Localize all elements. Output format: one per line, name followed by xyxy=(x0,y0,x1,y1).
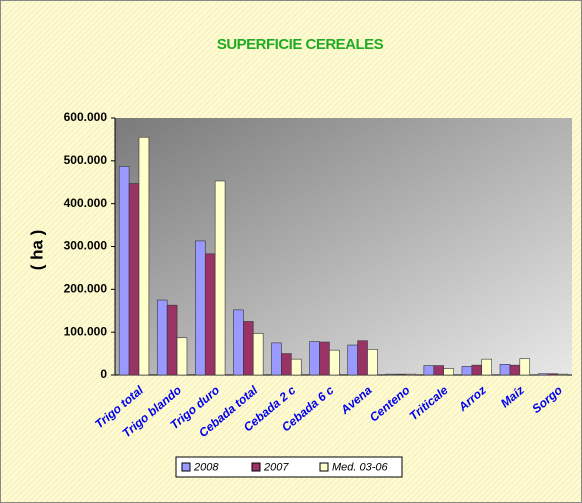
bar xyxy=(537,373,549,376)
bar xyxy=(481,358,492,376)
bar xyxy=(252,333,264,376)
bar xyxy=(243,321,254,376)
bar xyxy=(367,348,378,376)
bar xyxy=(166,304,178,376)
chart-title: SUPERFICIE CEREALES xyxy=(217,36,384,53)
x-tick-label: Triticale xyxy=(407,383,451,423)
y-tick-label: 400.000 xyxy=(64,196,108,210)
bar xyxy=(547,373,559,376)
x-tick-label: Centeno xyxy=(367,383,413,425)
bar xyxy=(347,344,358,376)
bar xyxy=(499,363,511,376)
bar xyxy=(443,368,454,376)
bar xyxy=(291,358,302,376)
x-tick-label: Sorgo xyxy=(529,383,565,416)
bar xyxy=(385,373,396,376)
bar xyxy=(214,180,226,376)
bar xyxy=(557,373,569,376)
bar xyxy=(128,183,140,376)
bar xyxy=(509,364,521,376)
legend-label: 2007 xyxy=(263,461,289,473)
bar xyxy=(176,337,188,376)
bar xyxy=(395,373,406,376)
plot-area xyxy=(115,118,572,375)
y-tick-label: 200.000 xyxy=(64,282,108,296)
bar xyxy=(281,353,292,376)
bar xyxy=(271,342,282,376)
bar xyxy=(471,364,483,376)
y-tick-label: 100.000 xyxy=(64,324,108,338)
y-tick-label: 0 xyxy=(100,367,107,381)
legend xyxy=(175,456,403,478)
y-tick-label: 500.000 xyxy=(64,153,108,167)
legend-swatch xyxy=(319,462,329,472)
bar xyxy=(118,166,130,376)
bar xyxy=(233,309,244,376)
y-tick-label: 600.000 xyxy=(64,110,108,124)
legend-label: 2008 xyxy=(193,461,219,473)
bar xyxy=(156,299,168,376)
bar xyxy=(461,366,473,376)
bar xyxy=(519,358,531,376)
x-tick-label: Arroz xyxy=(455,383,489,415)
legend-label: Med. 03-06 xyxy=(332,461,389,473)
bar xyxy=(138,136,150,376)
bar xyxy=(319,341,330,376)
bar xyxy=(195,240,206,376)
bar xyxy=(357,340,368,376)
bar xyxy=(433,365,444,376)
y-tick-label: 300.000 xyxy=(64,239,108,253)
legend-swatch xyxy=(181,462,191,472)
bar xyxy=(405,373,416,376)
bar xyxy=(309,341,320,376)
bar xyxy=(329,349,340,376)
bar xyxy=(423,365,435,376)
y-axis-title: ( ha ) xyxy=(27,230,46,271)
legend-swatch xyxy=(251,462,261,472)
bar xyxy=(204,253,216,376)
x-tick-label: Maíz xyxy=(498,383,527,410)
